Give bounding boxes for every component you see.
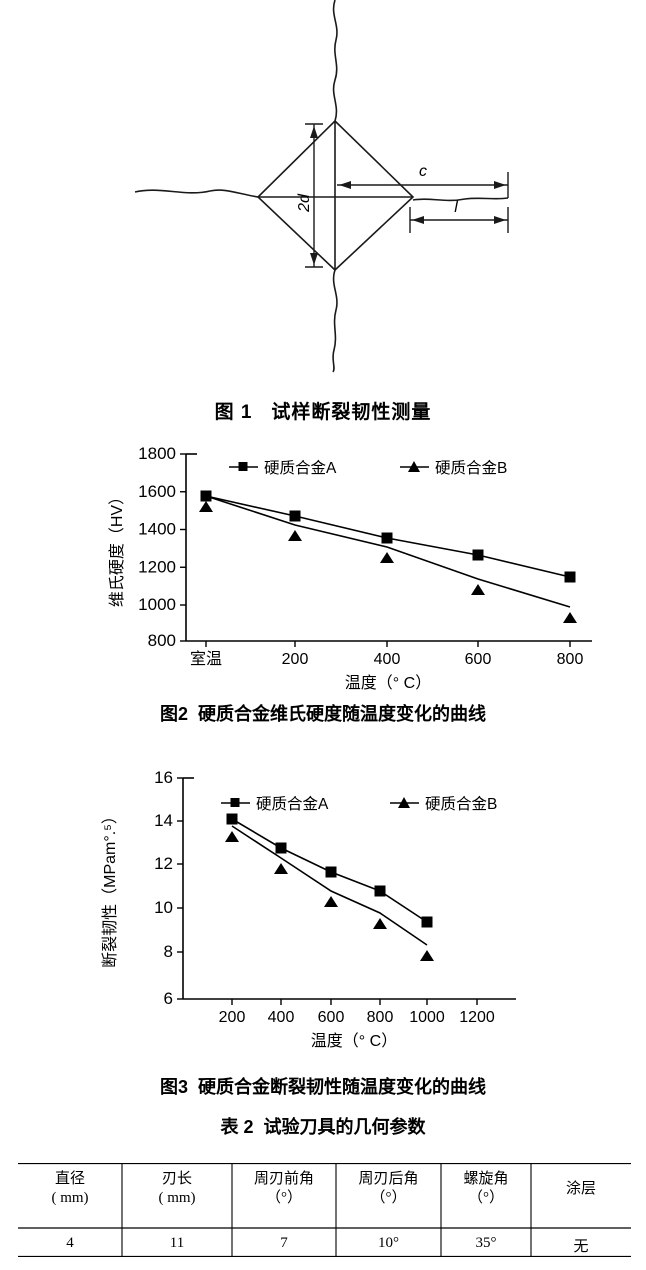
svg-text:温度（° C）: 温度（° C） xyxy=(345,674,431,692)
svg-text:400: 400 xyxy=(374,651,401,668)
svg-text:室温: 室温 xyxy=(190,650,222,668)
svg-text:断裂韧性（MPam°.⁵）: 断裂韧性（MPam°.⁵） xyxy=(101,808,119,968)
svg-text:硬质合金B: 硬质合金B xyxy=(425,795,497,813)
svg-text:l: l xyxy=(454,199,458,216)
svg-text:2d: 2d xyxy=(296,193,313,213)
svg-text:800: 800 xyxy=(148,631,176,650)
svg-text:10: 10 xyxy=(154,898,173,917)
svg-text:硬质合金A: 硬质合金A xyxy=(264,459,337,477)
svg-text:400: 400 xyxy=(268,1009,295,1026)
svg-text:温度（° C）: 温度（° C） xyxy=(311,1032,397,1050)
svg-text:16: 16 xyxy=(154,768,173,787)
svg-text:600: 600 xyxy=(465,651,492,668)
svg-text:6: 6 xyxy=(164,989,173,1008)
svg-text:600: 600 xyxy=(318,1009,345,1026)
svg-text:1600: 1600 xyxy=(138,482,176,501)
svg-text:1400: 1400 xyxy=(138,520,176,539)
svg-text:200: 200 xyxy=(282,651,309,668)
svg-text:硬质合金A: 硬质合金A xyxy=(256,795,329,813)
svg-text:800: 800 xyxy=(367,1009,394,1026)
svg-text:14: 14 xyxy=(154,811,173,830)
svg-text:800: 800 xyxy=(557,651,584,668)
svg-text:1000: 1000 xyxy=(409,1009,445,1026)
svg-text:12: 12 xyxy=(154,854,173,873)
svg-text:1200: 1200 xyxy=(138,557,176,576)
svg-text:维氏硬度（HV）: 维氏硬度（HV） xyxy=(108,489,126,607)
svg-text:8: 8 xyxy=(164,942,173,961)
svg-text:1000: 1000 xyxy=(138,595,176,614)
svg-text:硬质合金B: 硬质合金B xyxy=(435,459,507,477)
svg-text:200: 200 xyxy=(219,1009,246,1026)
svg-text:1200: 1200 xyxy=(459,1009,495,1026)
svg-text:1800: 1800 xyxy=(138,444,176,463)
svg-text:c: c xyxy=(419,163,427,180)
